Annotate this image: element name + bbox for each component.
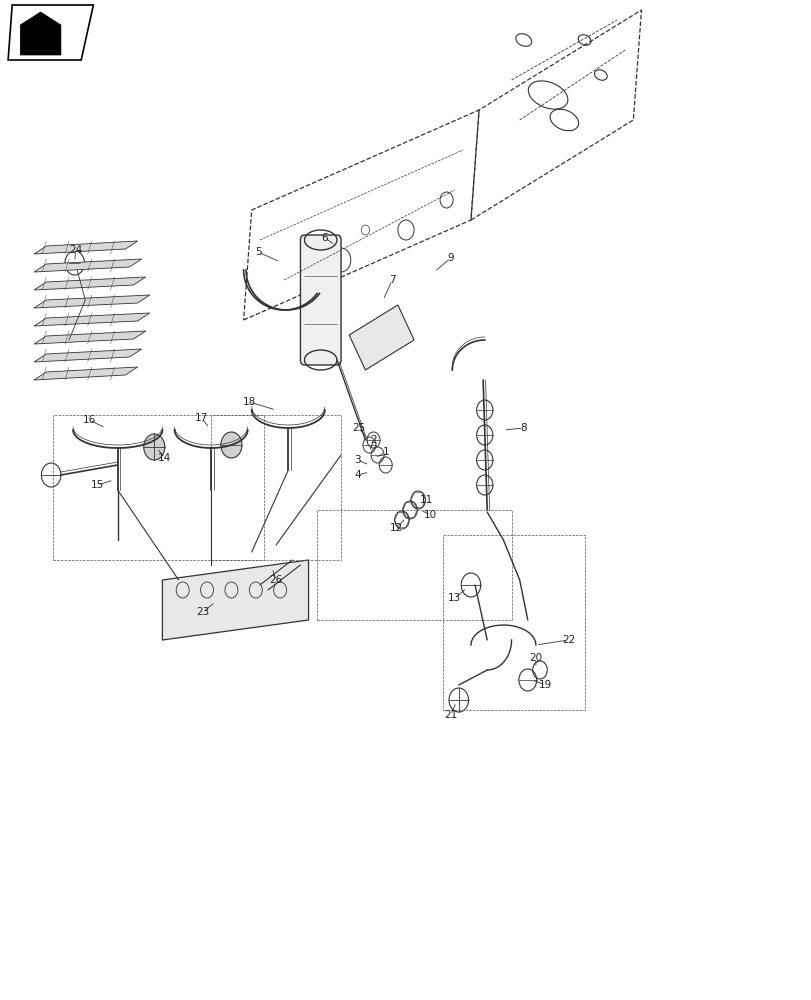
Bar: [316, 510, 511, 620]
Polygon shape: [34, 349, 141, 362]
Text: 6: 6: [321, 233, 328, 243]
Text: 4: 4: [354, 470, 360, 480]
Text: 7: 7: [388, 275, 395, 285]
Text: 15: 15: [91, 480, 104, 490]
Polygon shape: [162, 560, 308, 640]
Text: 20: 20: [529, 653, 542, 663]
Text: 19: 19: [539, 680, 551, 690]
Polygon shape: [8, 5, 93, 60]
Text: 11: 11: [419, 495, 432, 505]
Polygon shape: [34, 331, 146, 344]
Text: 14: 14: [158, 453, 171, 463]
Text: 18: 18: [242, 397, 255, 407]
Text: 21: 21: [444, 710, 457, 720]
Text: 5: 5: [255, 247, 261, 257]
Polygon shape: [34, 367, 137, 380]
Polygon shape: [34, 241, 137, 254]
Text: 10: 10: [423, 510, 436, 520]
Bar: [442, 535, 584, 710]
Text: 17: 17: [195, 413, 208, 423]
Polygon shape: [34, 313, 149, 326]
Circle shape: [221, 432, 242, 458]
Polygon shape: [34, 277, 146, 290]
Polygon shape: [349, 305, 414, 370]
Text: 13: 13: [448, 593, 461, 603]
Text: 8: 8: [520, 423, 526, 433]
Bar: [211, 415, 341, 560]
Text: 1: 1: [382, 447, 388, 457]
Polygon shape: [34, 259, 141, 272]
Circle shape: [144, 434, 165, 460]
Text: 2: 2: [370, 435, 376, 445]
Text: 25: 25: [352, 423, 365, 433]
Text: 12: 12: [389, 523, 402, 533]
Polygon shape: [34, 295, 149, 308]
Text: 23: 23: [196, 607, 209, 617]
Text: 3: 3: [354, 455, 360, 465]
Text: 9: 9: [447, 253, 453, 263]
Bar: [53, 415, 264, 560]
Text: 26: 26: [269, 575, 282, 585]
Text: 16: 16: [83, 415, 96, 425]
Text: 24: 24: [69, 245, 82, 255]
Polygon shape: [20, 12, 61, 55]
FancyBboxPatch shape: [300, 235, 341, 365]
Text: 22: 22: [561, 635, 574, 645]
